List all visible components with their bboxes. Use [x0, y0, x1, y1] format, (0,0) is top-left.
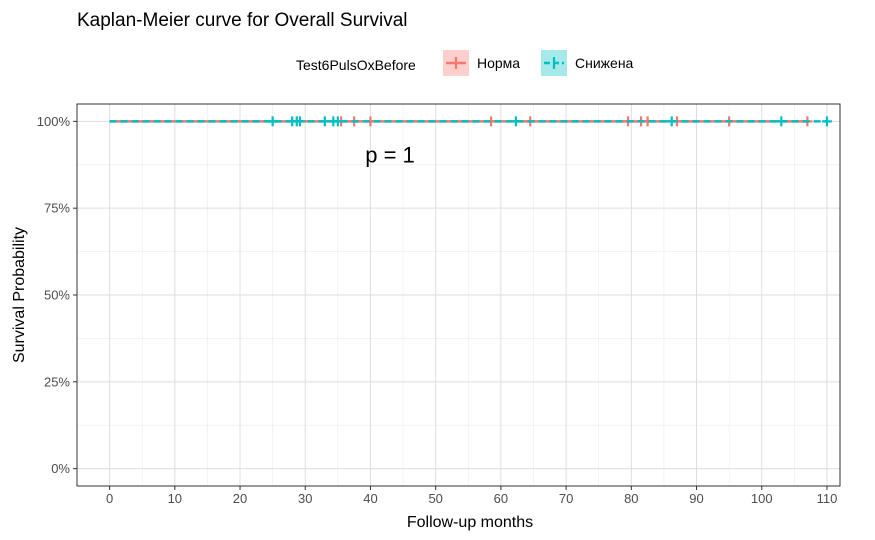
legend-entry-1: Норма: [443, 50, 520, 76]
censor-mark: [267, 116, 278, 127]
y-tick-label: 75%: [44, 201, 70, 216]
p-value-annotation: p = 1: [365, 142, 415, 167]
censor-mark: [666, 116, 677, 127]
x-tick-label: 0: [106, 491, 113, 506]
legend-label: Норма: [477, 55, 520, 71]
censor-mark: [510, 116, 521, 127]
legend-entry-2: Снижена: [541, 50, 634, 76]
legend-label: Снижена: [575, 55, 634, 71]
censor-mark: [821, 116, 832, 127]
series-2: [109, 116, 832, 127]
legend: Test6PulsOxBefore Норма Снижена: [296, 50, 634, 76]
censor-mark: [332, 116, 343, 127]
legend-title: Test6PulsOxBefore: [296, 57, 416, 73]
x-axis-title: Follow-up months: [407, 514, 533, 531]
y-tick-label: 25%: [44, 374, 70, 389]
x-tick-label: 70: [559, 491, 573, 506]
plot-area: [76, 103, 841, 487]
y-axis-title: Survival Probability: [11, 227, 28, 363]
x-tick-label: 40: [363, 491, 377, 506]
censor-mark: [776, 116, 787, 127]
x-tick-label: 80: [624, 491, 638, 506]
x-axis: 0 10 20 30 40 50 60 70 80 90 100 110: [106, 486, 837, 506]
x-tick-label: 100: [751, 491, 773, 506]
chart-title: Kaplan-Meier curve for Overall Survival: [77, 10, 408, 31]
x-tick-label: 30: [298, 491, 312, 506]
x-tick-label: 60: [494, 491, 508, 506]
y-axis: 0% 25% 50% 75% 100%: [37, 114, 77, 476]
censor-mark: [319, 116, 330, 127]
x-tick-label: 90: [689, 491, 703, 506]
x-tick-label: 20: [233, 491, 247, 506]
y-tick-label: 100%: [37, 114, 71, 129]
x-tick-label: 10: [168, 491, 182, 506]
y-tick-label: 0%: [51, 461, 70, 476]
x-tick-label: 50: [428, 491, 442, 506]
y-tick-label: 50%: [44, 288, 70, 303]
censor-mark: [295, 116, 306, 127]
x-tick-label: 110: [817, 491, 838, 506]
